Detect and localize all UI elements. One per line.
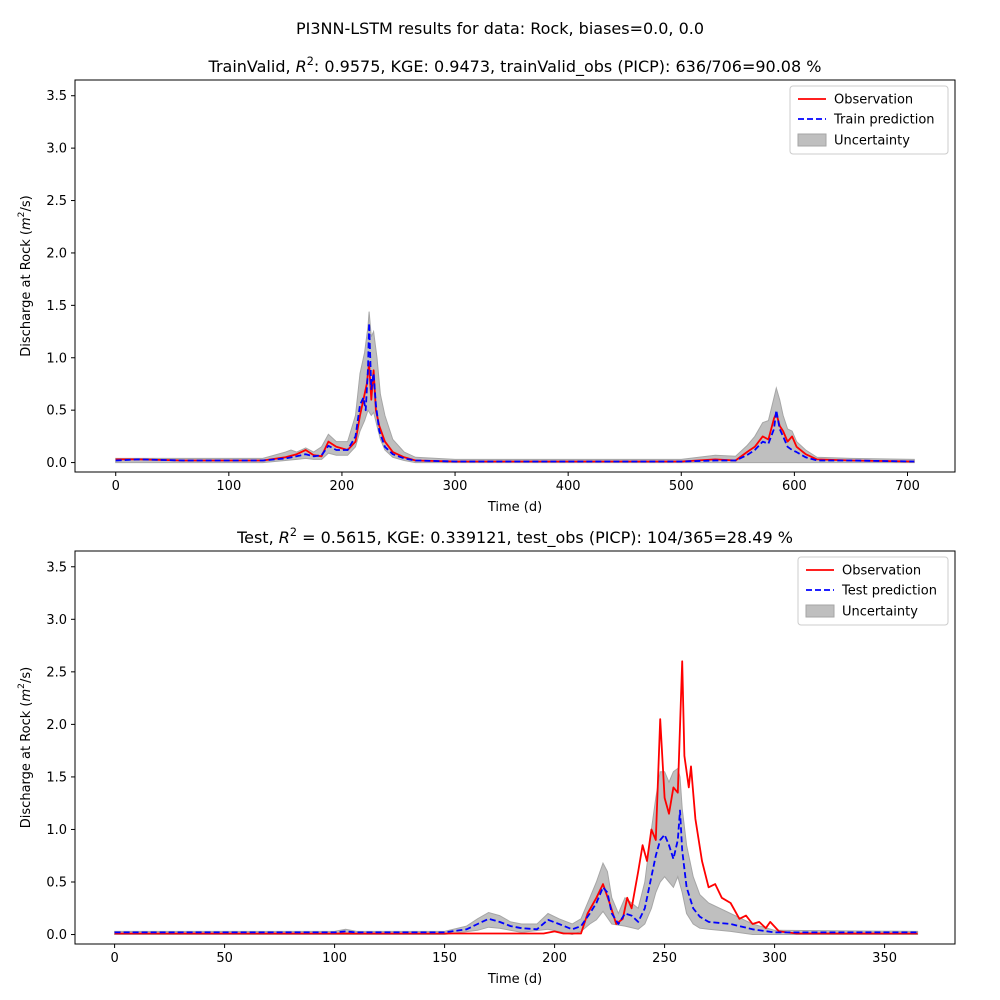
y-tick-label: 0.5 [46, 876, 67, 891]
y-tick-label: 0.0 [46, 456, 67, 471]
uncertainty-band [115, 311, 915, 464]
legend-label: Train prediction [833, 113, 935, 128]
legend: Observation Train prediction Uncertainty [789, 85, 949, 155]
y-tick-label: 3.5 [46, 560, 67, 575]
x-tick-label: 600 [782, 479, 807, 494]
x-tick-label: 300 [443, 479, 468, 494]
axes-frame [74, 550, 956, 945]
legend-label: Observation [842, 564, 921, 579]
x-tick-label: 400 [556, 479, 581, 494]
legend-box [789, 85, 949, 155]
x-tick-label: 700 [895, 479, 920, 494]
x-tick-label: 500 [669, 479, 694, 494]
figure-suptitle: PI3NN-LSTM results for data: Rock, biase… [296, 19, 704, 38]
x-tick-label: 0 [110, 951, 118, 966]
y-tick-label: 3.0 [46, 613, 67, 628]
legend: Observation Test prediction Uncertainty [797, 556, 949, 626]
y-axis-label: Discharge at Rock (m2/s) [17, 195, 34, 356]
observation-line [115, 362, 915, 463]
y-tick-label: 0.0 [46, 928, 67, 943]
y-tick-label: 2.0 [46, 718, 67, 733]
test-panel: 0 50 100 150 200 250 300 350 0.0 0.5 1.0 1.5 2.0 2.5 3… [17, 526, 956, 987]
x-tick-label: 100 [322, 951, 347, 966]
prediction-line [115, 322, 915, 463]
uncertainty-band [114, 767, 919, 936]
trainvalid-panel: 0 100 200 300 400 500 600 700 0.0 0.5 1.0 1.5 2.0 2.5… [17, 55, 956, 515]
x-tick-label: 150 [432, 951, 457, 966]
panel-title: TrainValid, R2: 0.9575, KGE: 0.9473, tra… [208, 55, 822, 77]
x-tick-label: 200 [330, 479, 355, 494]
y-tick-label: 3.5 [46, 89, 67, 104]
legend-uncertainty-swatch [797, 133, 827, 147]
x-tick-label: 200 [542, 951, 567, 966]
legend-box [797, 556, 949, 626]
y-tick-label: 2.5 [46, 665, 67, 680]
plot-area [115, 311, 915, 464]
plot-area [114, 660, 919, 936]
observation-line [114, 660, 918, 935]
legend-label: Uncertainty [842, 605, 918, 620]
legend-uncertainty-swatch [805, 604, 835, 618]
y-tick-label: 0.5 [46, 404, 67, 419]
y-tick-label: 1.5 [46, 770, 67, 785]
x-axis-label: Time (d) [487, 972, 542, 987]
prediction-line [114, 809, 918, 934]
y-tick-label: 1.5 [46, 299, 67, 314]
x-tick-label: 300 [762, 951, 787, 966]
y-axis-label: Discharge at Rock (m2/s) [17, 667, 34, 828]
y-tick-label: 1.0 [46, 351, 67, 366]
y-tick-label: 2.5 [46, 194, 67, 209]
x-tick-label: 50 [216, 951, 233, 966]
x-tick-label: 100 [216, 479, 241, 494]
panel-title: Test, R2 = 0.5615, KGE: 0.339121, test_o… [236, 526, 793, 548]
legend-label: Test prediction [841, 584, 937, 599]
y-tick-label: 1.0 [46, 823, 67, 838]
axes-frame [74, 79, 956, 473]
legend-label: Uncertainty [834, 134, 910, 149]
x-tick-label: 0 [112, 479, 120, 494]
y-tick-label: 2.0 [46, 246, 67, 261]
y-tick-label: 3.0 [46, 142, 67, 157]
x-tick-label: 350 [872, 951, 897, 966]
legend-label: Observation [834, 93, 913, 108]
x-tick-label: 250 [652, 951, 677, 966]
x-axis-label: Time (d) [487, 500, 542, 515]
